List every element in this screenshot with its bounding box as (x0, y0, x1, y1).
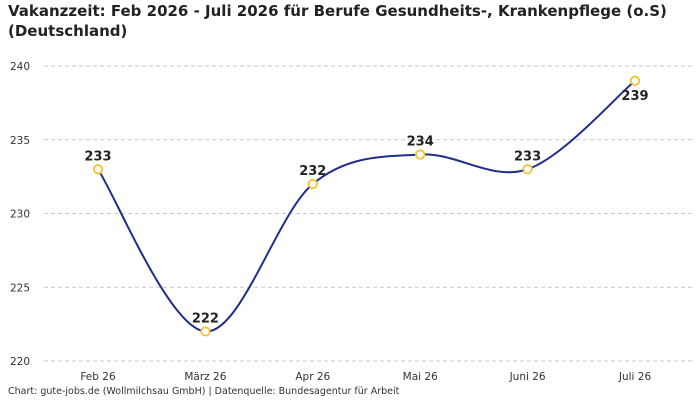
x-tick-label: Mai 26 (403, 371, 438, 383)
data-point (415, 149, 426, 160)
chart-source-footer: Chart: gute-jobs.de (Wollmilchsau GmbH) … (8, 386, 400, 397)
x-tick-label: Juli 26 (618, 371, 652, 383)
y-tick-label: 240 (10, 61, 30, 73)
data-label: 234 (407, 135, 434, 150)
data-point (629, 75, 641, 86)
y-tick-label: 235 (10, 135, 30, 147)
data-points (92, 75, 641, 337)
x-tick-label: Apr 26 (295, 371, 330, 383)
y-tick-label: 220 (10, 356, 30, 368)
data-labels: 233 222 232 234 233 239 (84, 89, 648, 327)
data-label: 233 (514, 149, 541, 164)
data-label: 239 (621, 89, 648, 104)
y-axis-ticks: 220 225 230 235 240 (10, 61, 30, 368)
data-point (307, 178, 318, 190)
y-tick-label: 230 (10, 209, 30, 221)
grid-lines (44, 65, 692, 362)
series-vakanzzeit (97, 79, 636, 333)
x-tick-label: März 26 (184, 371, 226, 383)
chart-title: Vakanzzeit: Feb 2026 - Juli 2026 für Ber… (8, 2, 667, 40)
data-label: 233 (84, 149, 111, 164)
data-point (522, 164, 533, 175)
x-tick-label: Feb 26 (80, 371, 116, 383)
data-point (200, 326, 211, 337)
x-tick-label: Juni 26 (509, 371, 546, 383)
data-point (92, 164, 104, 175)
x-axis-ticks: Feb 26 März 26 Apr 26 Mai 26 Juni 26 Juli 26 (80, 371, 651, 383)
series-line (97, 79, 636, 333)
data-label: 222 (192, 312, 219, 327)
y-tick-label: 225 (10, 282, 30, 294)
data-label: 232 (299, 164, 326, 179)
